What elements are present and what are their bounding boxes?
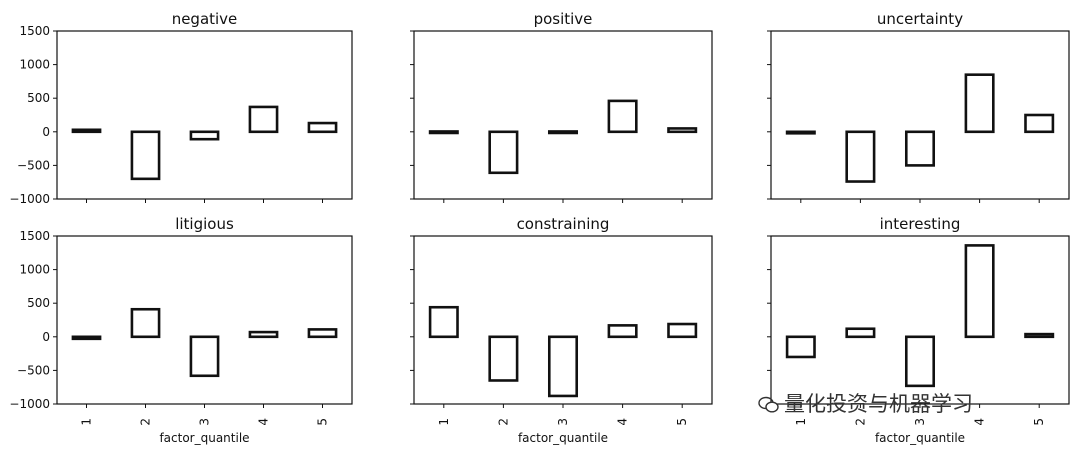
y-tick-label: −1000: [9, 192, 50, 206]
bar-4: [607, 324, 638, 339]
x-tick-label: 4: [257, 418, 271, 426]
x-tick-label: 5: [316, 418, 330, 426]
watermark-text: 量化投资与机器学习: [784, 392, 973, 416]
x-tick-label: 3: [913, 418, 927, 426]
subplot-title: negative: [172, 10, 238, 28]
y-tick-label: 0: [42, 125, 50, 139]
subplot-title: constraining: [517, 215, 610, 233]
y-tick-label: 500: [27, 296, 50, 310]
x-axis-label: factor_quantile: [875, 431, 965, 445]
subplot-uncertainty: uncertainty: [767, 10, 1070, 203]
wechat-icon: [758, 396, 779, 413]
x-tick-label: 1: [80, 418, 94, 426]
bar-3: [904, 335, 936, 388]
subplot-title: litigious: [175, 215, 234, 233]
x-tick-label: 3: [556, 418, 570, 426]
bar-1: [428, 305, 459, 339]
subplot-title: uncertainty: [877, 10, 963, 28]
subplot-constraining: constraining 1 2 3 4 5 factor_quantile: [410, 215, 713, 445]
y-tick-label: −1000: [9, 397, 50, 411]
bar-3: [189, 130, 220, 141]
subplot-negative: negative 1500 1000 500 0 −500 −1000: [9, 10, 353, 206]
y-tick-label: 1000: [19, 58, 50, 72]
watermark: 量化投资与机器学习: [758, 388, 973, 418]
y-tick-label: 500: [27, 91, 50, 105]
bar-3: [904, 130, 936, 167]
bar-4: [248, 330, 279, 339]
bar-5: [667, 322, 698, 339]
subplot-title: positive: [534, 10, 593, 28]
bar-2: [845, 327, 876, 339]
y-tick-label: 1500: [19, 24, 50, 38]
axes-frame: [413, 30, 713, 200]
bar-1: [428, 130, 459, 135]
x-tick-label: 2: [496, 418, 510, 426]
axes-frame: [56, 30, 353, 200]
bar-4: [607, 99, 638, 134]
bar-2: [488, 130, 519, 175]
y-tick-label: 1000: [19, 263, 50, 277]
x-axis-label: factor_quantile: [518, 431, 608, 445]
bar-4: [964, 73, 995, 134]
y-tick-label: −500: [17, 363, 50, 377]
subplot-title: interesting: [880, 215, 961, 233]
bar-4: [964, 244, 995, 339]
bar-1: [71, 128, 102, 134]
bar-5: [1024, 113, 1055, 134]
bar-2: [845, 130, 876, 183]
bar-1: [785, 130, 816, 135]
bar-5: [1024, 332, 1055, 339]
x-tick-label: 1: [794, 418, 808, 426]
x-tick-label: 1: [437, 418, 451, 426]
x-tick-label: 4: [973, 418, 987, 426]
x-tick-label: 2: [853, 418, 867, 426]
x-tick-label: 5: [1032, 418, 1046, 426]
subplot-interesting: interesting 1 2 3 4 5 factor_quantile: [767, 215, 1070, 445]
bar-5: [307, 328, 338, 339]
x-tick-label: 2: [139, 418, 153, 426]
axes-frame: [56, 235, 353, 405]
x-axis-label: factor_quantile: [159, 431, 249, 445]
y-tick-label: −500: [17, 158, 50, 172]
bar-3: [189, 335, 220, 378]
bar-1: [785, 335, 816, 359]
bar-5: [307, 121, 338, 134]
axes-frame: [770, 235, 1070, 405]
subplot-positive: positive: [410, 10, 713, 203]
subplot-litigious: litigious 1500 1000 500 0 −500 −1000 1 2 3 4 5 facto…: [9, 215, 353, 445]
bar-2: [488, 335, 519, 382]
bar-4: [248, 105, 279, 134]
x-tick-label: 3: [198, 418, 212, 426]
bar-5: [667, 127, 698, 134]
x-tick-label: 5: [675, 418, 689, 426]
bar-2: [130, 130, 161, 181]
y-tick-label: 1500: [19, 229, 50, 243]
bar-3: [547, 335, 579, 398]
bar-1: [71, 335, 102, 341]
bar-3: [547, 130, 579, 135]
bar-2: [130, 307, 161, 339]
x-tick-label: 4: [616, 418, 630, 426]
y-tick-label: 0: [42, 330, 50, 344]
